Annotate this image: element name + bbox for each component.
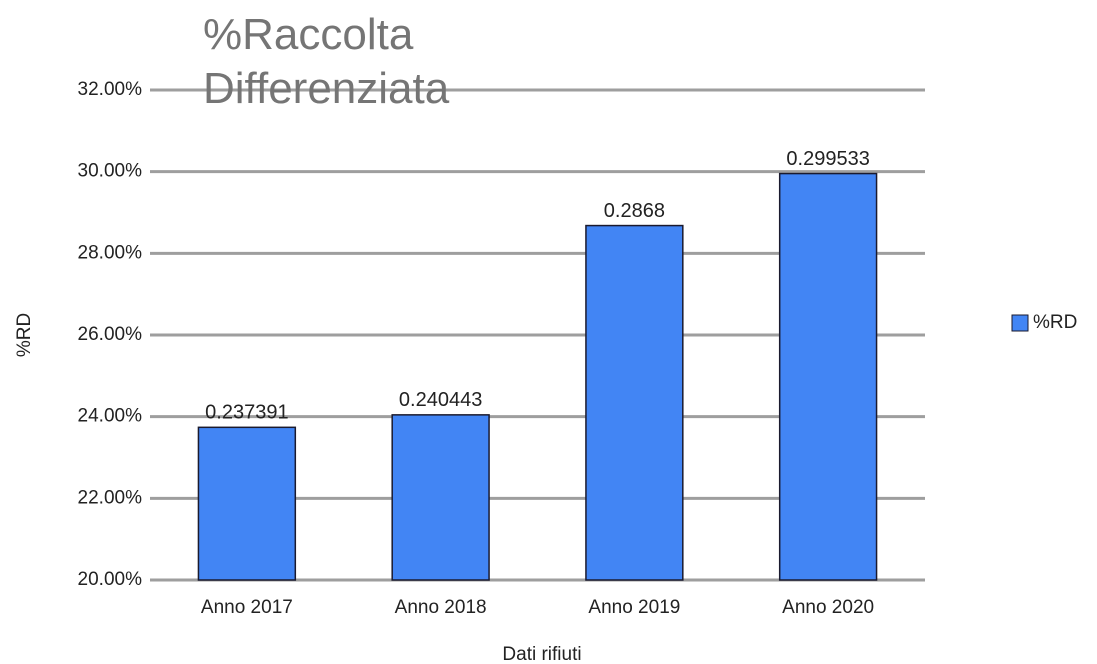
y-tick-label: 20.00% (78, 569, 143, 590)
bar (778, 172, 878, 581)
y-tick-label: 22.00% (78, 487, 143, 508)
data-label: 0.2868 (604, 200, 665, 222)
x-tick-label: Anno 2019 (588, 597, 680, 618)
y-tick-label: 26.00% (78, 324, 143, 345)
x-tick-label: Anno 2018 (395, 597, 487, 618)
y-tick-label: 32.00% (78, 79, 143, 100)
data-label: 0.240443 (399, 389, 482, 411)
bar (197, 426, 297, 581)
data-label: 0.237391 (205, 402, 288, 424)
y-tick-label: 24.00% (78, 406, 143, 427)
x-tick-label: Anno 2017 (201, 597, 293, 618)
y-tick-label: 28.00% (78, 242, 143, 263)
bar (391, 414, 490, 581)
legend-swatch (1011, 314, 1029, 332)
chart-title: %Raccolta Differenziata (203, 10, 450, 113)
legend-label: %RD (1033, 312, 1077, 333)
data-label: 0.299533 (786, 148, 869, 170)
bar (585, 224, 684, 581)
y-axis-label: %RD (14, 313, 35, 357)
x-tick-label: Anno 2020 (782, 597, 874, 618)
y-tick-label: 30.00% (78, 161, 143, 182)
x-axis-label: Dati rifiuti (502, 644, 581, 664)
